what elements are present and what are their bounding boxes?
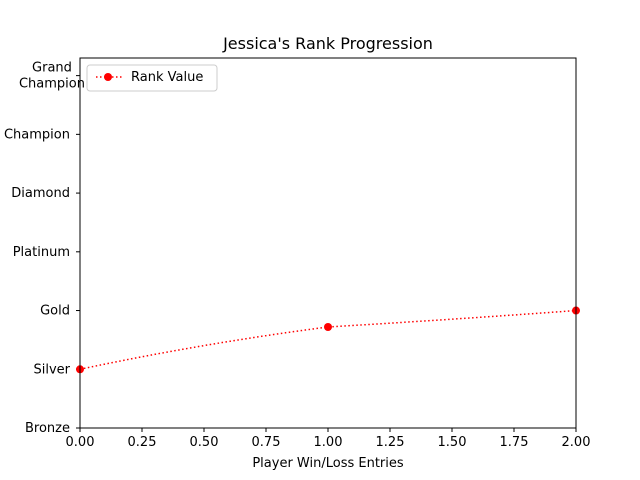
x-tick-label: 0.75 xyxy=(252,435,281,450)
x-tick-label: 0.25 xyxy=(128,435,157,450)
x-tick-label: 1.00 xyxy=(314,435,343,450)
legend-label: Rank Value xyxy=(131,70,203,85)
x-tick-label: 2.00 xyxy=(562,435,591,450)
legend-box xyxy=(86,64,218,92)
data-point xyxy=(324,322,332,331)
y-tick-label: Grand Champion xyxy=(19,61,85,92)
x-tick-label: 1.25 xyxy=(376,435,405,450)
legend-marker xyxy=(104,73,112,81)
chart-title: Jessica's Rank Progression xyxy=(222,34,433,53)
y-tick-label: Bronze xyxy=(25,421,70,436)
y-axis-ticks: Bronze Silver Gold Platinum Diamond Champion G… xyxy=(4,61,85,436)
plot-frame xyxy=(79,57,577,429)
y-tick-label: Gold xyxy=(40,304,70,319)
x-axis-ticks: 0.00 0.25 0.50 0.75 1.00 1.25 1.50 1.75 2.00 xyxy=(66,428,591,450)
legend: Rank Value xyxy=(86,64,218,92)
y-tick-label: Diamond xyxy=(11,186,70,201)
y-tick-label: Champion xyxy=(4,127,70,142)
y-tick-label: Silver xyxy=(33,362,70,377)
x-tick-label: 0.50 xyxy=(190,435,219,450)
y-tick-label: Platinum xyxy=(13,245,70,260)
x-tick-label: 1.50 xyxy=(438,435,467,450)
x-tick-label: 0.00 xyxy=(66,435,95,450)
x-tick-label: 1.75 xyxy=(500,435,529,450)
x-axis-label: Player Win/Loss Entries xyxy=(252,456,404,471)
